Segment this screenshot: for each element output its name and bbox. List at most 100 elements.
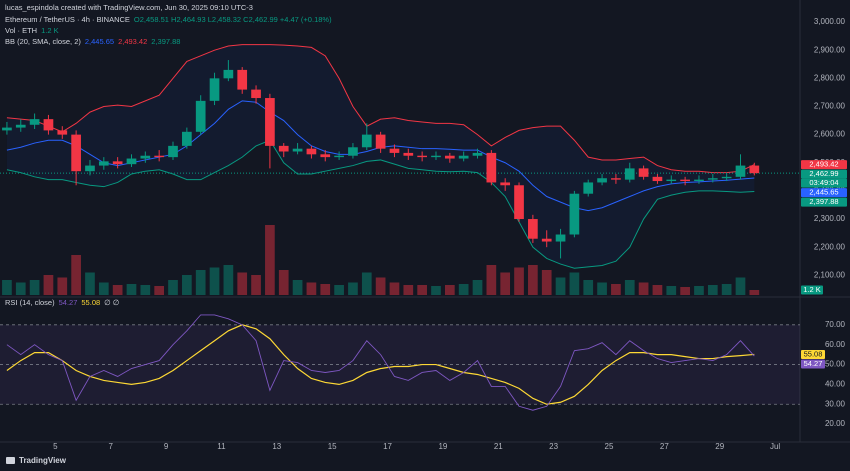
volume-tag-text: 1.2 K <box>803 285 821 294</box>
candle-body <box>611 178 621 180</box>
x-tick-label: 9 <box>164 442 169 451</box>
candle-body <box>597 178 607 183</box>
candle-body <box>140 155 151 159</box>
volume-bar <box>168 280 178 295</box>
volume-bar <box>666 286 677 295</box>
candle-body <box>389 148 400 153</box>
y-tick-label: 2,100.00 <box>814 270 846 279</box>
candle-body <box>265 98 275 146</box>
volume-bar <box>15 282 26 295</box>
candle-body <box>15 124 26 128</box>
candle-body <box>209 78 220 101</box>
volume-legend: Vol · ETH 1.2 K <box>5 26 59 35</box>
volume-bar <box>98 282 109 295</box>
y-tick-label: 2,300.00 <box>814 214 846 223</box>
candle-body <box>85 165 95 172</box>
candle-body <box>223 69 234 79</box>
candle-body <box>500 182 511 186</box>
candle-body <box>306 148 317 155</box>
candle-body <box>361 134 372 148</box>
header-title: lucas_espindola created with TradingView… <box>5 3 253 12</box>
volume-bar <box>541 270 552 295</box>
bb-basis-tag: 2,445.65 <box>801 188 847 198</box>
volume-bar <box>680 287 690 295</box>
rsi-tick-label: 60.00 <box>825 340 846 349</box>
bb-basis-tag-text: 2,445.65 <box>809 188 838 197</box>
candle-body <box>334 155 344 158</box>
volume-bar <box>472 280 483 295</box>
volume-bar <box>528 265 538 295</box>
volume-bar <box>735 277 746 295</box>
rsi-tick-label: 30.00 <box>825 399 846 408</box>
ma-tag-text: 55.08 <box>804 349 823 358</box>
x-tick-label: 23 <box>549 442 558 451</box>
volume-bar <box>278 270 289 295</box>
volume-title: Vol · ETH <box>5 26 38 35</box>
volume-bar <box>71 255 81 295</box>
candle-body <box>292 148 303 152</box>
candle-body <box>98 161 109 166</box>
rsi-title: RSI (14, close) <box>5 298 55 307</box>
bb-upper-tag: 2,493.42 <box>801 160 847 170</box>
candle-body <box>528 219 538 239</box>
candle-body <box>735 165 746 177</box>
last-price-tag: 2,462.99 <box>801 169 847 179</box>
rsi-tick-label: 70.00 <box>825 320 846 329</box>
volume-bar <box>265 225 275 295</box>
rsi-tag: 54.27 <box>801 359 825 369</box>
volume-bar <box>638 282 649 295</box>
volume-bar <box>57 277 68 295</box>
rsi-line <box>6 314 755 411</box>
candle-body <box>555 234 566 242</box>
volume-bar <box>43 275 54 295</box>
volume-bar <box>500 272 511 295</box>
rsi-tick-label: 20.00 <box>825 419 846 428</box>
candle-body <box>2 127 12 131</box>
bb-upper-tag-text: 2,493.42 <box>809 160 838 169</box>
x-tick-label: 29 <box>715 442 724 451</box>
volume-value: 1.2 K <box>41 26 59 35</box>
volume-bar <box>195 270 206 295</box>
volume-bar <box>334 285 344 295</box>
candle-body <box>569 193 580 235</box>
candle-body <box>417 155 427 158</box>
rsi-value: 54.27 <box>58 298 78 307</box>
volume-bar <box>306 282 317 295</box>
candle-body <box>666 179 677 182</box>
last-price-tag-bg <box>801 169 847 179</box>
volume-bar <box>431 286 441 295</box>
candle-body <box>749 165 760 174</box>
candle-body <box>403 152 414 156</box>
volume-bar <box>320 284 331 295</box>
x-tick-label: 19 <box>438 442 447 451</box>
countdown-tag-text: 03:49:04 <box>809 178 838 187</box>
x-tick-label: Jul <box>770 442 780 451</box>
bb-fill <box>6 44 755 269</box>
candle-body <box>472 152 483 156</box>
volume-bar <box>126 284 137 295</box>
countdown-tag-bg <box>801 178 847 188</box>
candle-body <box>375 134 386 149</box>
x-tick-label: 7 <box>109 442 114 451</box>
y-tick-label: 3,000.00 <box>814 17 846 26</box>
y-tick-label: 2,200.00 <box>814 242 846 251</box>
candle-body <box>680 179 690 182</box>
volume-bar <box>292 280 303 295</box>
bb-basis-tag-bg <box>801 188 847 198</box>
bb-upper <box>6 44 755 174</box>
candle-body <box>154 155 165 158</box>
bb-lower-value: 2,397.88 <box>151 37 181 46</box>
candle-body <box>624 168 635 180</box>
candle-body <box>237 69 248 90</box>
header: lucas_espindola created with TradingView… <box>5 3 253 12</box>
volume-bar <box>154 286 165 295</box>
volume-bar <box>348 282 358 295</box>
volume-bar <box>611 284 621 295</box>
volume-bar <box>721 284 732 295</box>
y-tick-label: 2,900.00 <box>814 45 846 54</box>
volume-tag-bg <box>801 285 823 295</box>
bb-basis-value: 2,445.65 <box>84 37 115 46</box>
ohlc: O2,458.51 H2,464.93 L2,458.32 C2,462.99 … <box>133 15 332 24</box>
volume-bar <box>624 280 635 295</box>
